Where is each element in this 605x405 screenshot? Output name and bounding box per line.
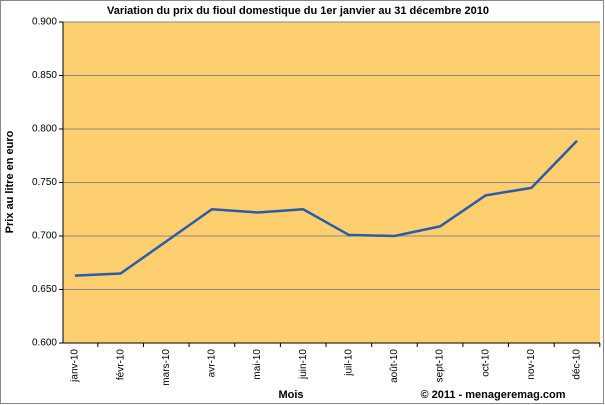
y-tick-label: 0.700 [32, 231, 57, 242]
x-tick-label: avr-10 [207, 349, 218, 378]
x-tick-label: juin-10 [298, 349, 309, 380]
x-tick-label: oct-10 [480, 349, 491, 377]
x-tick-label: août-10 [389, 349, 400, 383]
x-tick-label: nov-10 [526, 349, 537, 380]
y-tick-label: 0.750 [32, 177, 57, 188]
annotation: © 2011 - menageremag.com [420, 389, 565, 401]
y-tick-label: 0.800 [32, 124, 57, 135]
y-tick-label: 0.900 [32, 17, 57, 28]
x-tick-label: janv-10 [70, 349, 81, 383]
y-tick-label: 0.650 [32, 284, 57, 295]
y-tick-label: 0.600 [32, 338, 57, 349]
x-tick-label: févr-10 [115, 349, 126, 381]
x-tick-label: déc-10 [572, 349, 583, 380]
x-tick-label: juil-10 [343, 349, 354, 377]
x-tick-label: mars-10 [161, 349, 172, 386]
line [74, 139, 578, 277]
x-tick-label: sept-10 [435, 349, 446, 383]
x-tick-label: mai-10 [252, 349, 263, 380]
y-axis-label: Prix au litre en euro [4, 130, 16, 233]
chart-title: Variation du prix du fioul domestique du… [107, 5, 489, 17]
x-axis-label: Mois [278, 389, 303, 401]
y-tick-label: 0.850 [32, 70, 57, 81]
